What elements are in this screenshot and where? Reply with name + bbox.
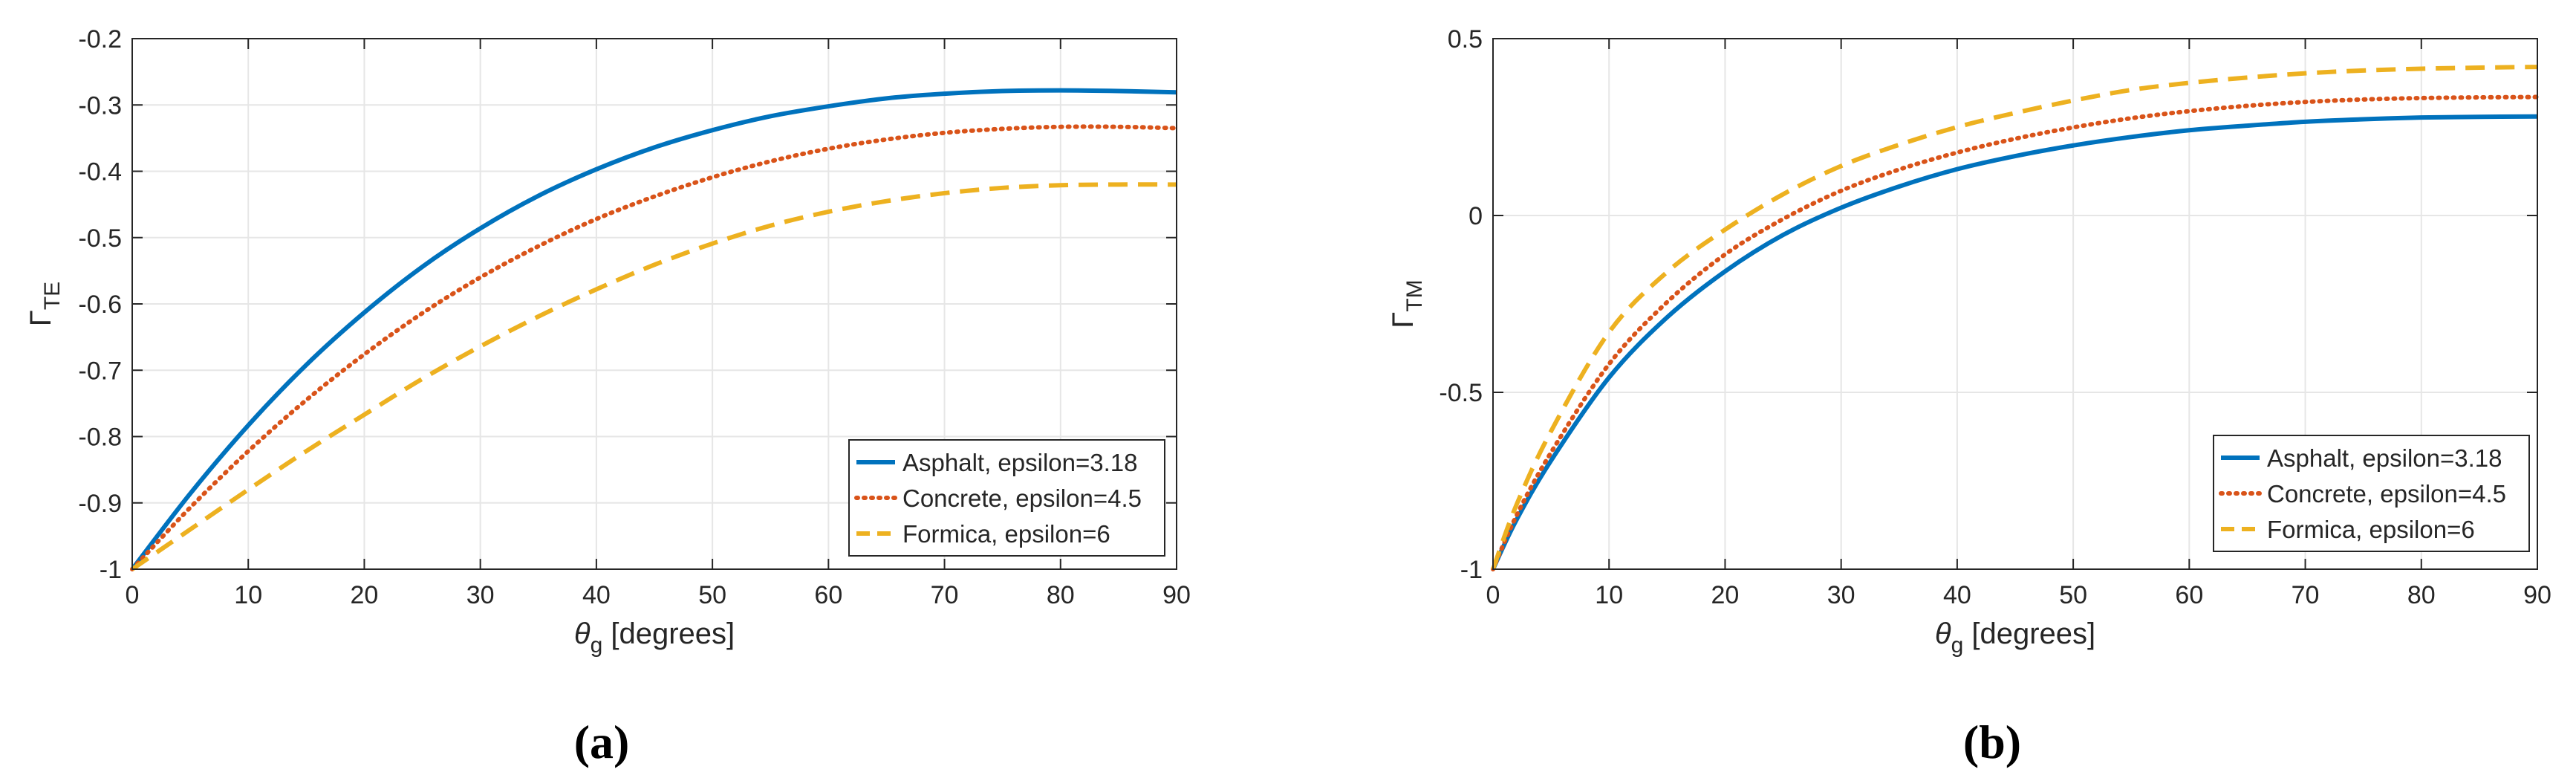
- x-tick-label: 70: [931, 581, 959, 609]
- x-tick-label: 0: [126, 581, 140, 609]
- y-tick-label: -0.5: [1439, 379, 1483, 407]
- ticks: 0 10 20 30 40 50 60 70 80 90 -1 -0.5 0 0.5: [1439, 25, 2551, 609]
- series-line-asphalt: [130, 88, 1177, 571]
- x-tick-label: 40: [1943, 581, 1971, 609]
- y-tick-label: -0.7: [78, 357, 122, 385]
- series-line-asphalt: [1491, 114, 2538, 571]
- x-axis-label: θg [degrees]: [574, 617, 735, 658]
- legend-label: Concrete, epsilon=4.5: [2267, 480, 2506, 508]
- y-tick-label: -1: [1460, 556, 1483, 584]
- legend: Asphalt, epsilon=3.18 Concrete, epsilon=4…: [848, 439, 1165, 557]
- y-tick-label: -1: [100, 556, 122, 584]
- x-tick-label: 40: [582, 581, 611, 609]
- x-tick-label: 70: [2292, 581, 2320, 609]
- y-tick-label: -0.4: [78, 158, 122, 187]
- x-tick-label: 10: [1595, 581, 1623, 609]
- series-line-formica: [131, 182, 1177, 571]
- y-tick-label: -0.6: [78, 291, 122, 319]
- y-tick-label: -0.8: [78, 424, 122, 452]
- x-tick-label: 90: [2523, 581, 2551, 609]
- y-tick-label: -0.3: [78, 91, 122, 120]
- legend-label: Concrete, epsilon=4.5: [902, 484, 1142, 512]
- x-tick-label: 10: [234, 581, 262, 609]
- series-line-concrete: [130, 124, 1179, 571]
- y-tick-label: -0.2: [78, 25, 122, 54]
- x-tick-label: 30: [466, 581, 495, 609]
- legend-label: Formica, epsilon=6: [902, 520, 1110, 548]
- legend: Asphalt, epsilon=3.18 Concrete, epsilon=4…: [2213, 435, 2530, 552]
- x-axis-label: θg [degrees]: [1935, 617, 2095, 658]
- ticks: 0 10 20 30 40 50 60 70 80 90 -1 -0.9 -0.8 -0.7 -0.6 -0.…: [78, 25, 1191, 609]
- x-tick-label: 90: [1162, 581, 1191, 609]
- y-tick-label: -0.9: [78, 490, 122, 518]
- x-tick-label: 60: [2175, 581, 2203, 609]
- x-tick-label: 80: [2407, 581, 2436, 609]
- x-tick-label: 20: [351, 581, 379, 609]
- x-tick-label: 80: [1047, 581, 1075, 609]
- legend-box: [2213, 435, 2530, 552]
- legend-label: Formica, epsilon=6: [2267, 516, 2475, 543]
- x-tick-label: 50: [698, 581, 726, 609]
- x-tick-label: 0: [1486, 581, 1500, 609]
- y-tick-label: 0: [1468, 202, 1483, 230]
- y-axis-label: ΓTM: [1387, 279, 1427, 328]
- x-tick-label: 60: [814, 581, 842, 609]
- panel-caption: (a): [574, 716, 630, 768]
- x-tick-label: 20: [1711, 581, 1740, 609]
- y-tick-label: -0.5: [78, 224, 122, 253]
- legend-label: Asphalt, epsilon=3.18: [902, 449, 1137, 476]
- legend-box: [848, 439, 1165, 557]
- x-tick-label: 50: [2059, 581, 2087, 609]
- x-tick-label: 30: [1827, 581, 1855, 609]
- chart-panel-b: 0 10 20 30 40 50 60 70 80 90 -1 -0.5 0 0.5 θg [degrees…: [1387, 25, 2551, 768]
- legend-label: Asphalt, epsilon=3.18: [2267, 444, 2502, 472]
- series-line-concrete: [1491, 94, 2540, 571]
- y-tick-label: 0.5: [1448, 25, 1483, 54]
- series-line-formica: [1491, 65, 2538, 571]
- chart-panel-a: 0 10 20 30 40 50 60 70 80 90 -1 -0.9 -0.8 -0.7 -0.6 -0.…: [25, 25, 1191, 768]
- y-axis-label: ΓTE: [25, 282, 65, 326]
- panel-caption: (b): [1963, 716, 2021, 768]
- axes-box: [1492, 38, 2538, 570]
